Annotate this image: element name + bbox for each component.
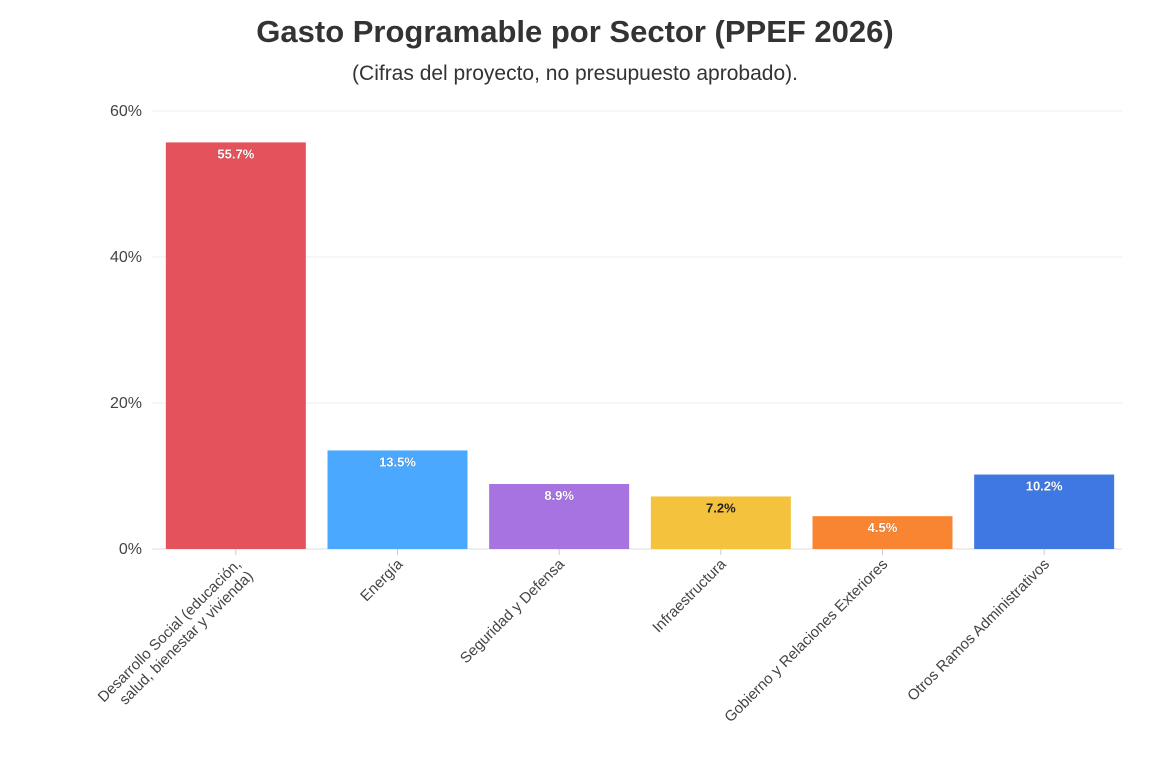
- x-category-label-line: Infraestructura: [649, 555, 730, 636]
- y-tick-label: 0%: [119, 541, 142, 558]
- y-tick-label: 40%: [110, 249, 142, 266]
- x-category-label-line: Energía: [357, 555, 407, 605]
- data-label: 55.7%: [217, 146, 254, 161]
- data-label: 13.5%: [379, 454, 416, 469]
- x-category-label: Desarrollo Social (educación,salud, bien…: [95, 556, 257, 718]
- x-category-label: Seguridad y Defensa: [457, 555, 569, 667]
- bar: [974, 474, 1115, 549]
- chart-title: Gasto Programable por Sector (PPEF 2026): [256, 14, 894, 49]
- x-category-label-line: salud, bienestar y vivienda): [116, 568, 257, 709]
- bar: [489, 484, 630, 549]
- x-category-label: Gobierno y Relaciones Exteriores: [721, 556, 891, 726]
- bar: [650, 496, 791, 549]
- bar: [327, 450, 468, 549]
- x-category-label-line: Otros Ramos Administrativos: [904, 556, 1053, 705]
- x-category-label: Infraestructura: [649, 555, 730, 636]
- chart-subtitle: (Cifras del proyecto, no presupuesto apr…: [352, 62, 798, 85]
- y-tick-label: 60%: [110, 103, 142, 120]
- bar: [165, 142, 306, 549]
- x-category-label-line: Desarrollo Social (educación,: [95, 556, 245, 706]
- data-label: 7.2%: [706, 500, 736, 515]
- x-category-label-line: Gobierno y Relaciones Exteriores: [721, 556, 891, 726]
- y-tick-label: 20%: [110, 395, 142, 412]
- x-category-label: Otros Ramos Administrativos: [904, 556, 1053, 705]
- data-label: 10.2%: [1026, 479, 1063, 494]
- x-category-label-line: Seguridad y Defensa: [457, 555, 569, 667]
- data-label: 8.9%: [544, 488, 574, 503]
- data-label: 4.5%: [868, 520, 898, 535]
- x-category-label: Energía: [357, 555, 407, 605]
- bar: [812, 516, 953, 549]
